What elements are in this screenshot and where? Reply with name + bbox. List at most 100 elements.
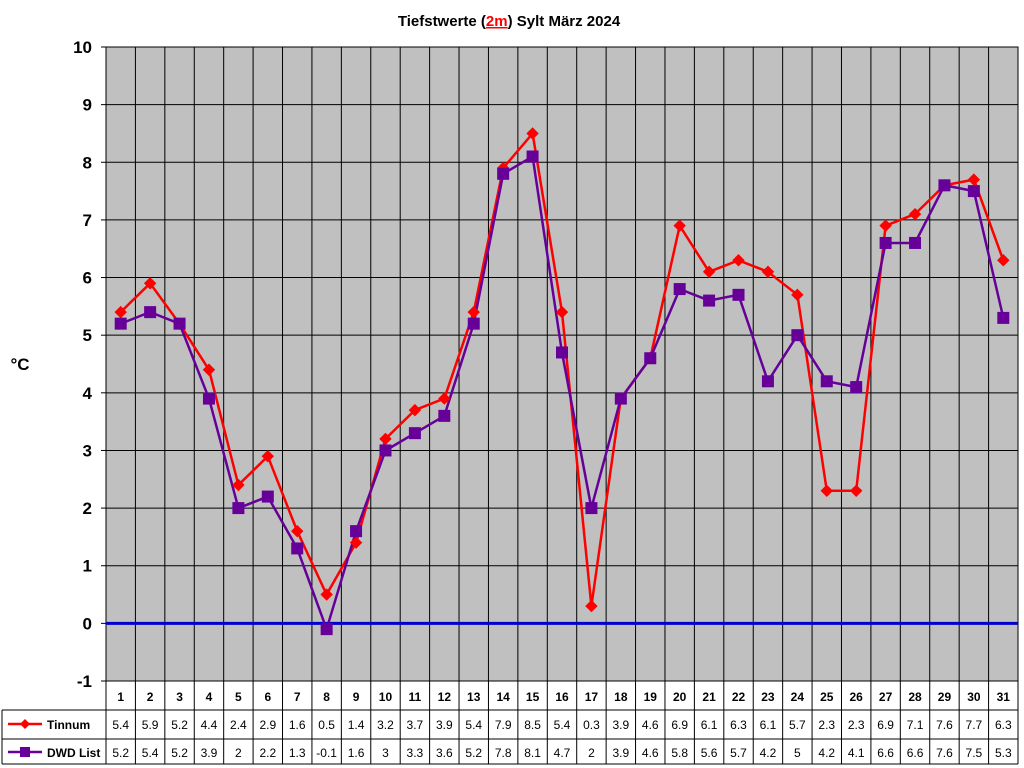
- table-cell-value: 5.2: [112, 746, 129, 760]
- data-point-tinnum: [908, 207, 922, 221]
- category-label: 9: [353, 690, 360, 704]
- table-cell-value: 1.3: [289, 746, 306, 760]
- category-label: 10: [379, 690, 393, 704]
- table-cell-value: 0.5: [318, 718, 335, 732]
- data-point-dwd-list: [761, 375, 774, 388]
- data-point-tinnum: [261, 450, 275, 463]
- table-cell-value: 3.9: [612, 746, 629, 760]
- category-label: 21: [702, 690, 716, 704]
- table-cell-value: 4.7: [554, 746, 571, 760]
- chart-title: Tiefstwerte (2m) Sylt März 2024: [398, 13, 621, 30]
- data-point-dwd-list: [497, 167, 510, 180]
- data-point-tinnum: [555, 305, 569, 319]
- category-label: 29: [938, 690, 952, 704]
- y-tick-label: 6: [83, 269, 92, 288]
- data-point-dwd-list: [585, 502, 598, 515]
- table-cell-value: 7.8: [495, 746, 512, 760]
- legend-label-dwd-list: DWD List: [47, 746, 100, 760]
- category-label: 6: [264, 690, 271, 704]
- data-point-tinnum: [820, 484, 833, 498]
- table-cell-value: 7.1: [907, 718, 924, 732]
- data-point-tinnum: [467, 305, 480, 319]
- table-cell-value: 5.6: [701, 746, 718, 760]
- table-cell-value: 4.2: [818, 746, 835, 760]
- data-point-tinnum: [526, 127, 539, 140]
- plot-background: [105, 46, 1019, 682]
- table-cell-value: 5.4: [142, 746, 159, 760]
- category-label: 31: [997, 690, 1011, 704]
- y-tick-label: 1: [83, 557, 92, 576]
- data-point-tinnum: [320, 588, 333, 601]
- data-point-tinnum: [143, 277, 157, 290]
- data-point-dwd-list: [791, 329, 804, 342]
- table-cell-value: 1.4: [348, 718, 365, 732]
- data-point-dwd-list: [467, 317, 480, 330]
- data-point-tinnum: [791, 288, 804, 302]
- data-point-dwd-list: [997, 311, 1010, 324]
- data-point-dwd-list: [202, 392, 215, 405]
- data-point-tinnum: [761, 265, 775, 278]
- legend-marker-tinnum: [20, 719, 30, 729]
- table-cell-value: 6.3: [730, 718, 747, 732]
- table-cell-value: 8.5: [524, 718, 541, 732]
- data-point-dwd-list: [673, 283, 686, 296]
- table-cell-value: 3.9: [201, 746, 218, 760]
- data-point-dwd-list: [438, 409, 451, 422]
- table-cell-value: 3.9: [612, 718, 629, 732]
- table-cell-value: 7.6: [936, 746, 953, 760]
- category-label: 14: [496, 690, 510, 704]
- category-label: 13: [467, 690, 481, 704]
- data-point-tinnum: [849, 484, 863, 498]
- category-label: 22: [732, 690, 746, 704]
- table-cell-value: 7.7: [966, 718, 983, 732]
- category-label: 3: [176, 690, 183, 704]
- y-tick-label: 10: [73, 38, 92, 57]
- table-cell-value: 3: [382, 746, 389, 760]
- data-point-tinnum: [673, 219, 686, 232]
- table-cell-value: 5.2: [171, 746, 188, 760]
- y-tick-label: 4: [83, 384, 93, 403]
- data-point-dwd-list: [820, 375, 833, 388]
- data-point-dwd-list: [556, 346, 568, 359]
- data-point-tinnum: [438, 392, 451, 405]
- category-label: 4: [206, 690, 213, 704]
- y-tick-label: 7: [83, 211, 92, 230]
- data-point-dwd-list: [350, 525, 363, 538]
- data-point-tinnum: [967, 173, 981, 186]
- data-point-dwd-list: [526, 150, 539, 163]
- data-point-dwd-list: [879, 236, 892, 249]
- category-label: 5: [235, 690, 242, 704]
- data-point-tinnum: [732, 254, 745, 267]
- category-label: 7: [294, 690, 301, 704]
- category-label: 24: [791, 690, 805, 704]
- table-cell-value: 6.6: [877, 746, 894, 760]
- data-point-dwd-list: [232, 502, 245, 515]
- table-cell-value: 1.6: [289, 718, 306, 732]
- y-tick-label: 5: [83, 326, 92, 345]
- data-point-dwd-list: [320, 623, 333, 636]
- table-cell-value: 7.5: [966, 746, 983, 760]
- table-cell-value: 5.2: [465, 746, 482, 760]
- category-label: 16: [555, 690, 569, 704]
- data-point-tinnum: [232, 478, 245, 492]
- data-point-tinnum: [349, 536, 363, 549]
- data-point-tinnum: [408, 403, 422, 417]
- data-point-dwd-list: [938, 179, 951, 192]
- table-cell-value: 4.6: [642, 718, 659, 732]
- data-point-tinnum: [997, 254, 1010, 267]
- table-cell-value: 4.6: [642, 746, 659, 760]
- table-cell-value: 0.3: [583, 718, 600, 732]
- table-cell-value: 2.3: [818, 718, 835, 732]
- category-label: 25: [820, 690, 834, 704]
- category-label: 17: [585, 690, 599, 704]
- table-cell-value: 7.6: [936, 718, 953, 732]
- table-cell-value: 3.7: [407, 718, 424, 732]
- title-highlight: 2m: [486, 13, 508, 30]
- data-point-dwd-list: [114, 317, 127, 330]
- table-cell-value: 5: [794, 746, 801, 760]
- table-cell-value: 2.4: [230, 718, 247, 732]
- data-point-dwd-list: [703, 294, 716, 307]
- data-point-dwd-list: [291, 542, 304, 555]
- table-cell-value: 6.3: [995, 718, 1012, 732]
- table-cell-value: 2.3: [848, 718, 865, 732]
